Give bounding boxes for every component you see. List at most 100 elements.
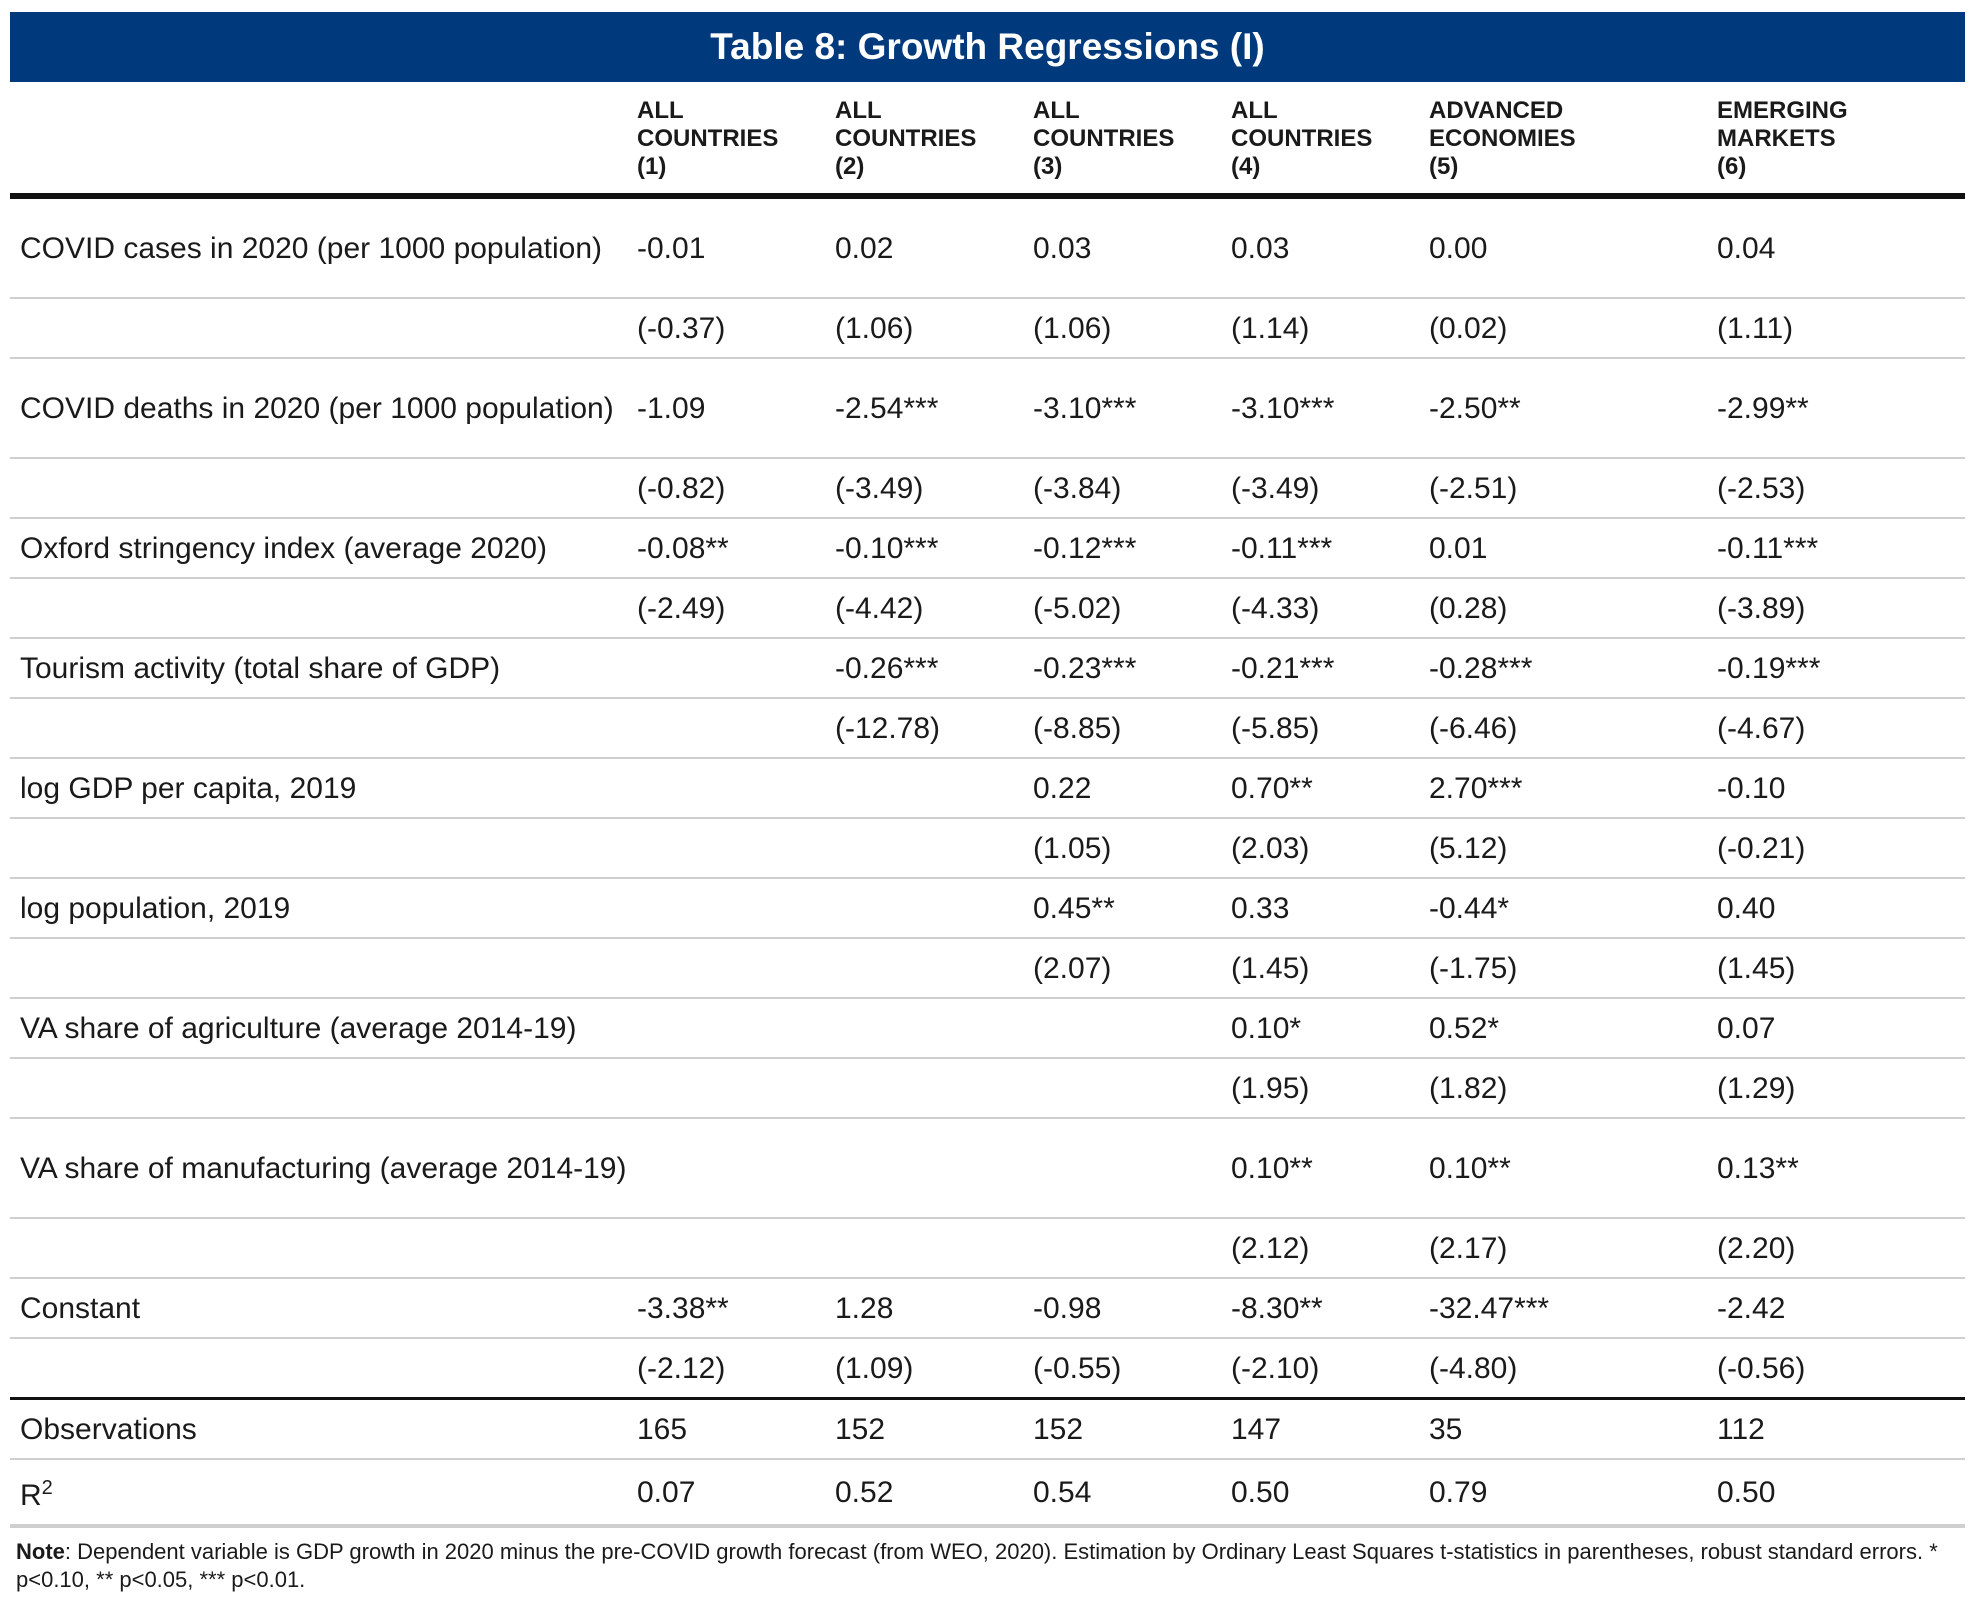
tstat-row-va-agriculture: (1.95) (1.82) (1.29): [10, 1058, 1965, 1119]
coefficient-row-log-population: log population, 2019 0.45** 0.33 -0.44* …: [10, 878, 1965, 939]
coef-cell: [627, 1118, 825, 1219]
row-label-blank: [10, 818, 627, 879]
observations-cell: 147: [1221, 1397, 1419, 1460]
row-label-blank: [10, 458, 627, 519]
tstat-cell: (-3.49): [1221, 458, 1419, 519]
tstat-cell: (-4.67): [1707, 698, 1965, 759]
r-squared-cell: 0.50: [1707, 1459, 1965, 1528]
coefficient-row-va-manufacturing: VA share of manufacturing (average 2014-…: [10, 1118, 1965, 1219]
tstat-cell: [825, 1218, 1023, 1279]
column-header-2: ALL COUNTRIES (2): [825, 82, 1023, 199]
column-header-4: ALL COUNTRIES (4): [1221, 82, 1419, 199]
tstat-cell: (-0.82): [627, 458, 825, 519]
tstat-cell: (1.05): [1023, 818, 1221, 879]
tstat-cell: (-4.42): [825, 578, 1023, 639]
coef-cell: -0.08**: [627, 518, 825, 579]
row-label: Oxford stringency index (average 2020): [10, 518, 627, 579]
r-squared-superscript: 2: [41, 1477, 53, 1499]
column-number: (6): [1717, 153, 1747, 180]
coef-cell: 0.52*: [1419, 998, 1707, 1059]
header-blank: [10, 82, 627, 199]
r-squared-cell: 0.54: [1023, 1459, 1221, 1528]
regression-table: ALL COUNTRIES (1) ALL COUNTRIES (2) ALL COUNT…: [10, 82, 1965, 1528]
coef-cell: [627, 998, 825, 1059]
tstat-cell: (-0.21): [1707, 818, 1965, 879]
tstat-cell: (2.07): [1023, 938, 1221, 999]
coefficient-row-tourism: Tourism activity (total share of GDP) -0…: [10, 638, 1965, 699]
coef-cell: 0.22: [1023, 758, 1221, 819]
tstat-cell: [627, 818, 825, 879]
row-label-blank: [10, 298, 627, 359]
tstat-row-log-gdp-per-capita: (1.05) (2.03) (5.12) (-0.21): [10, 818, 1965, 879]
coefficient-row-log-gdp-per-capita: log GDP per capita, 2019 0.22 0.70** 2.7…: [10, 758, 1965, 819]
coef-cell: -32.47***: [1419, 1278, 1707, 1339]
tstat-cell: [627, 938, 825, 999]
tstat-cell: (1.29): [1707, 1058, 1965, 1119]
coef-cell: -0.98: [1023, 1278, 1221, 1339]
coef-cell: -0.10: [1707, 758, 1965, 819]
row-label: R2: [10, 1459, 627, 1528]
coef-cell: 0.70**: [1221, 758, 1419, 819]
r-squared-label: R: [20, 1479, 42, 1512]
coef-cell: -2.42: [1707, 1278, 1965, 1339]
tstat-cell: (1.14): [1221, 298, 1419, 359]
column-header-6: EMERGING MARKETS (6): [1707, 82, 1965, 199]
coef-cell: [627, 638, 825, 699]
row-label-blank: [10, 938, 627, 999]
tstat-cell: (-4.33): [1221, 578, 1419, 639]
tstat-cell: [825, 818, 1023, 879]
tstat-row-log-population: (2.07) (1.45) (-1.75) (1.45): [10, 938, 1965, 999]
coef-cell: 0.00: [1419, 196, 1707, 299]
coef-cell: 0.07: [1707, 998, 1965, 1059]
observations-row: Observations 165 152 152 147 35 112: [10, 1397, 1965, 1460]
r-squared-cell: 0.50: [1221, 1459, 1419, 1528]
coef-cell: -0.12***: [1023, 518, 1221, 579]
coef-cell: -0.26***: [825, 638, 1023, 699]
column-number: (3): [1033, 153, 1063, 180]
tstat-cell: [825, 938, 1023, 999]
r-squared-cell: 0.79: [1419, 1459, 1707, 1528]
r-squared-cell: 0.07: [627, 1459, 825, 1528]
column-number: (5): [1429, 153, 1459, 180]
column-number: (4): [1231, 153, 1261, 180]
coef-cell: 0.45**: [1023, 878, 1221, 939]
tstat-row-va-manufacturing: (2.12) (2.17) (2.20): [10, 1218, 1965, 1279]
coef-cell: -3.10***: [1023, 358, 1221, 459]
row-label: log GDP per capita, 2019: [10, 758, 627, 819]
row-label: log population, 2019: [10, 878, 627, 939]
tstat-row-covid-cases: (-0.37) (1.06) (1.06) (1.14) (0.02) (1.1…: [10, 298, 1965, 359]
tstat-cell: (-2.10): [1221, 1338, 1419, 1400]
coef-cell: 0.04: [1707, 196, 1965, 299]
column-header-line1: ALL: [1033, 97, 1080, 124]
tstat-cell: (1.06): [1023, 298, 1221, 359]
coef-cell: -0.28***: [1419, 638, 1707, 699]
coef-cell: -0.21***: [1221, 638, 1419, 699]
coef-cell: -0.01: [627, 196, 825, 299]
column-header-line2: MARKETS: [1717, 125, 1836, 152]
row-label-blank: [10, 698, 627, 759]
column-header-line1: ALL: [637, 97, 684, 124]
coef-cell: -2.54***: [825, 358, 1023, 459]
coef-cell: 0.03: [1221, 196, 1419, 299]
coef-cell: [627, 878, 825, 939]
tstat-cell: (1.45): [1221, 938, 1419, 999]
tstat-cell: (2.03): [1221, 818, 1419, 879]
coef-cell: 0.10**: [1221, 1118, 1419, 1219]
tstat-cell: (-0.56): [1707, 1338, 1965, 1400]
tstat-cell: (-2.53): [1707, 458, 1965, 519]
table-note: Note: Dependent variable is GDP growth i…: [16, 1538, 1956, 1594]
tstat-cell: (-8.85): [1023, 698, 1221, 759]
coef-cell: 0.33: [1221, 878, 1419, 939]
column-header-3: ALL COUNTRIES (3): [1023, 82, 1221, 199]
column-header-5: ADVANCED ECONOMIES (5): [1419, 82, 1707, 199]
coefficient-row-oxford-stringency: Oxford stringency index (average 2020) -…: [10, 518, 1965, 579]
coef-cell: 0.10**: [1419, 1118, 1707, 1219]
tstat-cell: [627, 1058, 825, 1119]
row-label-blank: [10, 1338, 627, 1400]
tstat-row-covid-deaths: (-0.82) (-3.49) (-3.84) (-3.49) (-2.51) …: [10, 458, 1965, 519]
coef-cell: 0.01: [1419, 518, 1707, 579]
coef-cell: 2.70***: [1419, 758, 1707, 819]
coef-cell: -8.30**: [1221, 1278, 1419, 1339]
coef-cell: -2.99**: [1707, 358, 1965, 459]
column-header-line1: ADVANCED: [1429, 97, 1564, 124]
